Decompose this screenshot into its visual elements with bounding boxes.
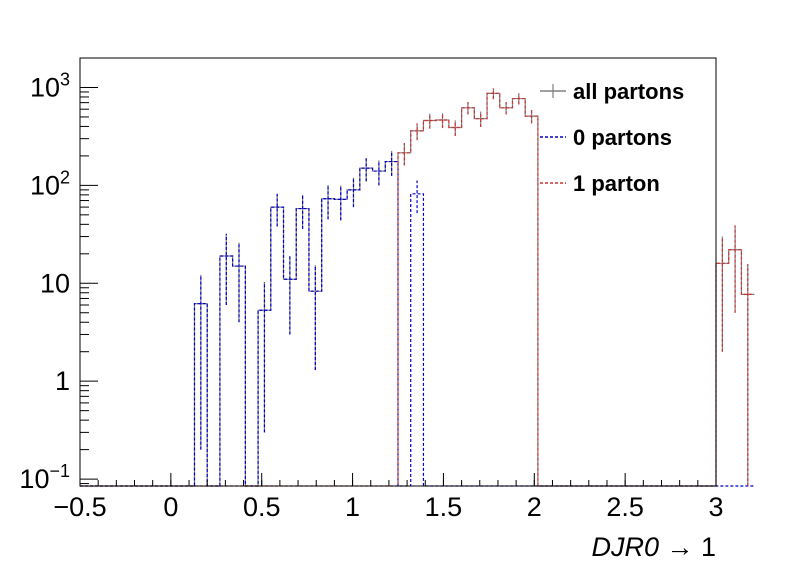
x-tick-label: 2 bbox=[527, 492, 542, 522]
x-tick-label: 0 bbox=[163, 492, 178, 522]
x-tick-label: 2.5 bbox=[606, 492, 644, 522]
x-tick-label: 3 bbox=[708, 492, 723, 522]
y-tick-label: 10−1 bbox=[19, 461, 70, 494]
y-tick-label: 103 bbox=[30, 69, 70, 102]
y-tick-label: 102 bbox=[30, 167, 70, 200]
legend-label: 0 partons bbox=[573, 125, 672, 150]
x-axis-title: DJR0 → 1 bbox=[591, 532, 716, 562]
x-tick-label: 0.5 bbox=[243, 492, 281, 522]
legend-label: 1 parton bbox=[573, 171, 660, 196]
y-tick-label: 1 bbox=[55, 366, 70, 396]
y-tick-label: 10 bbox=[40, 268, 70, 298]
x-tick-label: −0.5 bbox=[53, 492, 106, 522]
legend: all partons 0 partons 1 parton bbox=[540, 79, 684, 196]
plot-frame bbox=[79, 57, 717, 487]
axis-layer: −0.5 0 0.5 1 1.5 2 2.5 3 10−1 1 10 102 103 bbox=[19, 57, 724, 522]
x-tick-label: 1.5 bbox=[425, 492, 463, 522]
series-1-parton bbox=[80, 88, 755, 487]
x-tick-label: 1 bbox=[345, 492, 360, 522]
series-line bbox=[80, 92, 755, 487]
legend-label: all partons bbox=[573, 79, 684, 104]
